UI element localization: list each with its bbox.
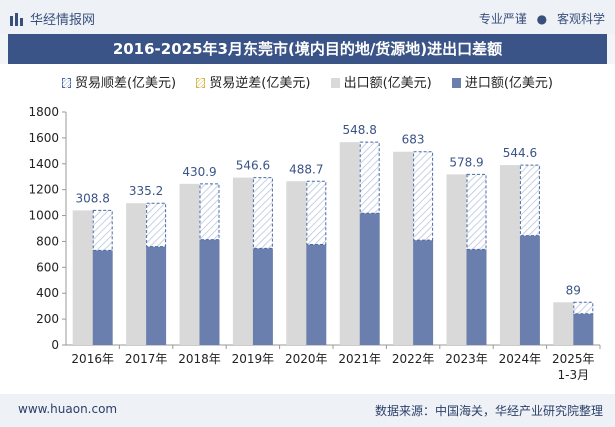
x-tick-label: 2018年 bbox=[178, 352, 221, 366]
chart-title: 2016-2025年3月东莞市(境内目的地/货源地)进出口差额 bbox=[8, 34, 607, 64]
y-tick-label: 1000 bbox=[28, 209, 59, 223]
y-tick-label: 600 bbox=[36, 260, 59, 274]
data-label: 430.9 bbox=[182, 165, 216, 179]
x-tick-label: 2019年 bbox=[232, 352, 275, 366]
legend-item-export: 出口额(亿美元) bbox=[330, 72, 432, 91]
x-tick-sublabel: 1-3月 bbox=[557, 368, 589, 382]
brand-logo-icon bbox=[10, 13, 23, 26]
bar-import bbox=[92, 250, 113, 345]
bar-export bbox=[553, 302, 574, 345]
bar-export bbox=[446, 174, 467, 345]
bar-surplus bbox=[306, 180, 327, 246]
y-tick-label: 1400 bbox=[28, 157, 59, 171]
y-tick-label: 0 bbox=[51, 338, 59, 352]
x-tick-label: 2016年 bbox=[71, 352, 114, 366]
data-label: 488.7 bbox=[289, 162, 323, 176]
tag-rigorous: 专业严谨 bbox=[478, 12, 527, 26]
bar-surplus bbox=[92, 209, 113, 251]
data-label: 308.8 bbox=[76, 191, 110, 205]
bar-surplus bbox=[573, 301, 594, 315]
legend-label-export: 出口额(亿美元) bbox=[343, 76, 432, 91]
legend-swatch-export bbox=[330, 78, 340, 88]
bar-import bbox=[573, 313, 594, 345]
bar-import bbox=[466, 249, 487, 345]
legend-swatch-import bbox=[451, 78, 461, 88]
legend-swatch-surplus bbox=[61, 78, 71, 88]
x-tick-label: 2020年 bbox=[285, 352, 328, 366]
footer-source: 数据来源：中国海关，华经产业研究院整理 bbox=[374, 404, 603, 418]
bar-import bbox=[413, 240, 434, 345]
data-label: 544.6 bbox=[503, 146, 537, 160]
x-tick-label: 2025年 bbox=[552, 352, 595, 366]
header-bar: 华经情报网 专业严谨 ● 客观科学 bbox=[0, 0, 615, 34]
header-tags: 专业严谨 ● 客观科学 bbox=[479, 10, 605, 27]
data-label: 578.9 bbox=[449, 155, 483, 169]
data-label: 548.8 bbox=[343, 123, 377, 137]
y-tick-label: 800 bbox=[36, 234, 59, 248]
bar-import bbox=[306, 244, 327, 345]
y-tick-label: 200 bbox=[36, 312, 59, 326]
footer-website: www.huaon.com bbox=[18, 402, 118, 416]
legend-label-import: 进口额(亿美元) bbox=[464, 76, 554, 91]
bar-surplus bbox=[252, 177, 273, 249]
bar-export bbox=[499, 165, 520, 345]
bar-import bbox=[359, 213, 380, 345]
chart-legend: 贸易顺差(亿美元) 贸易逆差(亿美元) 出口额(亿美元) 进口额(亿美元) bbox=[0, 72, 615, 91]
x-tick-label: 2021年 bbox=[338, 352, 381, 366]
brand-name: 华经情报网 bbox=[30, 13, 96, 28]
legend-swatch-deficit bbox=[196, 78, 206, 88]
bar-export bbox=[232, 177, 253, 345]
legend-label-surplus: 贸易顺差(亿美元) bbox=[74, 76, 177, 91]
tag-objective: 客观科学 bbox=[556, 12, 605, 26]
bar-export bbox=[179, 183, 200, 345]
x-tick-label: 2024年 bbox=[499, 352, 542, 366]
x-tick-label: 2022年 bbox=[392, 352, 435, 366]
y-tick-label: 1800 bbox=[28, 105, 59, 119]
bar-import bbox=[199, 239, 220, 345]
legend-item-deficit: 贸易逆差(亿美元) bbox=[196, 72, 310, 91]
data-label: 546.6 bbox=[236, 159, 270, 173]
y-tick-label: 400 bbox=[36, 286, 59, 300]
chart-plot: 0 200 400 600 800 1000 1200 1400 1600 1800 2016年 20… bbox=[28, 105, 601, 382]
legend-label-deficit: 贸易逆差(亿美元) bbox=[209, 76, 311, 91]
bar-import bbox=[519, 235, 540, 345]
bar-export bbox=[72, 210, 93, 345]
bar-export bbox=[286, 181, 307, 345]
y-tick-label: 1600 bbox=[28, 131, 59, 145]
tag-separator: ● bbox=[536, 12, 548, 26]
y-tick-label: 1200 bbox=[28, 183, 59, 197]
bar-export bbox=[339, 142, 360, 345]
bar-surplus bbox=[466, 173, 487, 250]
bar-surplus bbox=[359, 141, 380, 214]
bar-surplus bbox=[413, 151, 434, 241]
brand: 华经情报网 bbox=[10, 9, 95, 28]
x-tick-label: 2023年 bbox=[445, 352, 488, 366]
x-tick-label: 2017年 bbox=[125, 352, 168, 366]
bar-import bbox=[146, 246, 167, 345]
bar-export bbox=[393, 151, 414, 345]
data-label: 335.2 bbox=[129, 184, 163, 198]
legend-item-import: 进口额(亿美元) bbox=[451, 72, 554, 91]
bar-import bbox=[252, 248, 273, 345]
data-label: 683 bbox=[402, 133, 425, 147]
legend-item-surplus: 贸易顺差(亿美元) bbox=[61, 72, 177, 91]
footer: www.huaon.com 数据来源：中国海关，华经产业研究院整理 bbox=[0, 394, 615, 427]
bar-surplus bbox=[199, 183, 220, 241]
bar-surplus bbox=[146, 202, 167, 248]
bar-export bbox=[126, 203, 147, 345]
bar-surplus bbox=[519, 164, 540, 237]
data-label: 89 bbox=[566, 283, 581, 297]
